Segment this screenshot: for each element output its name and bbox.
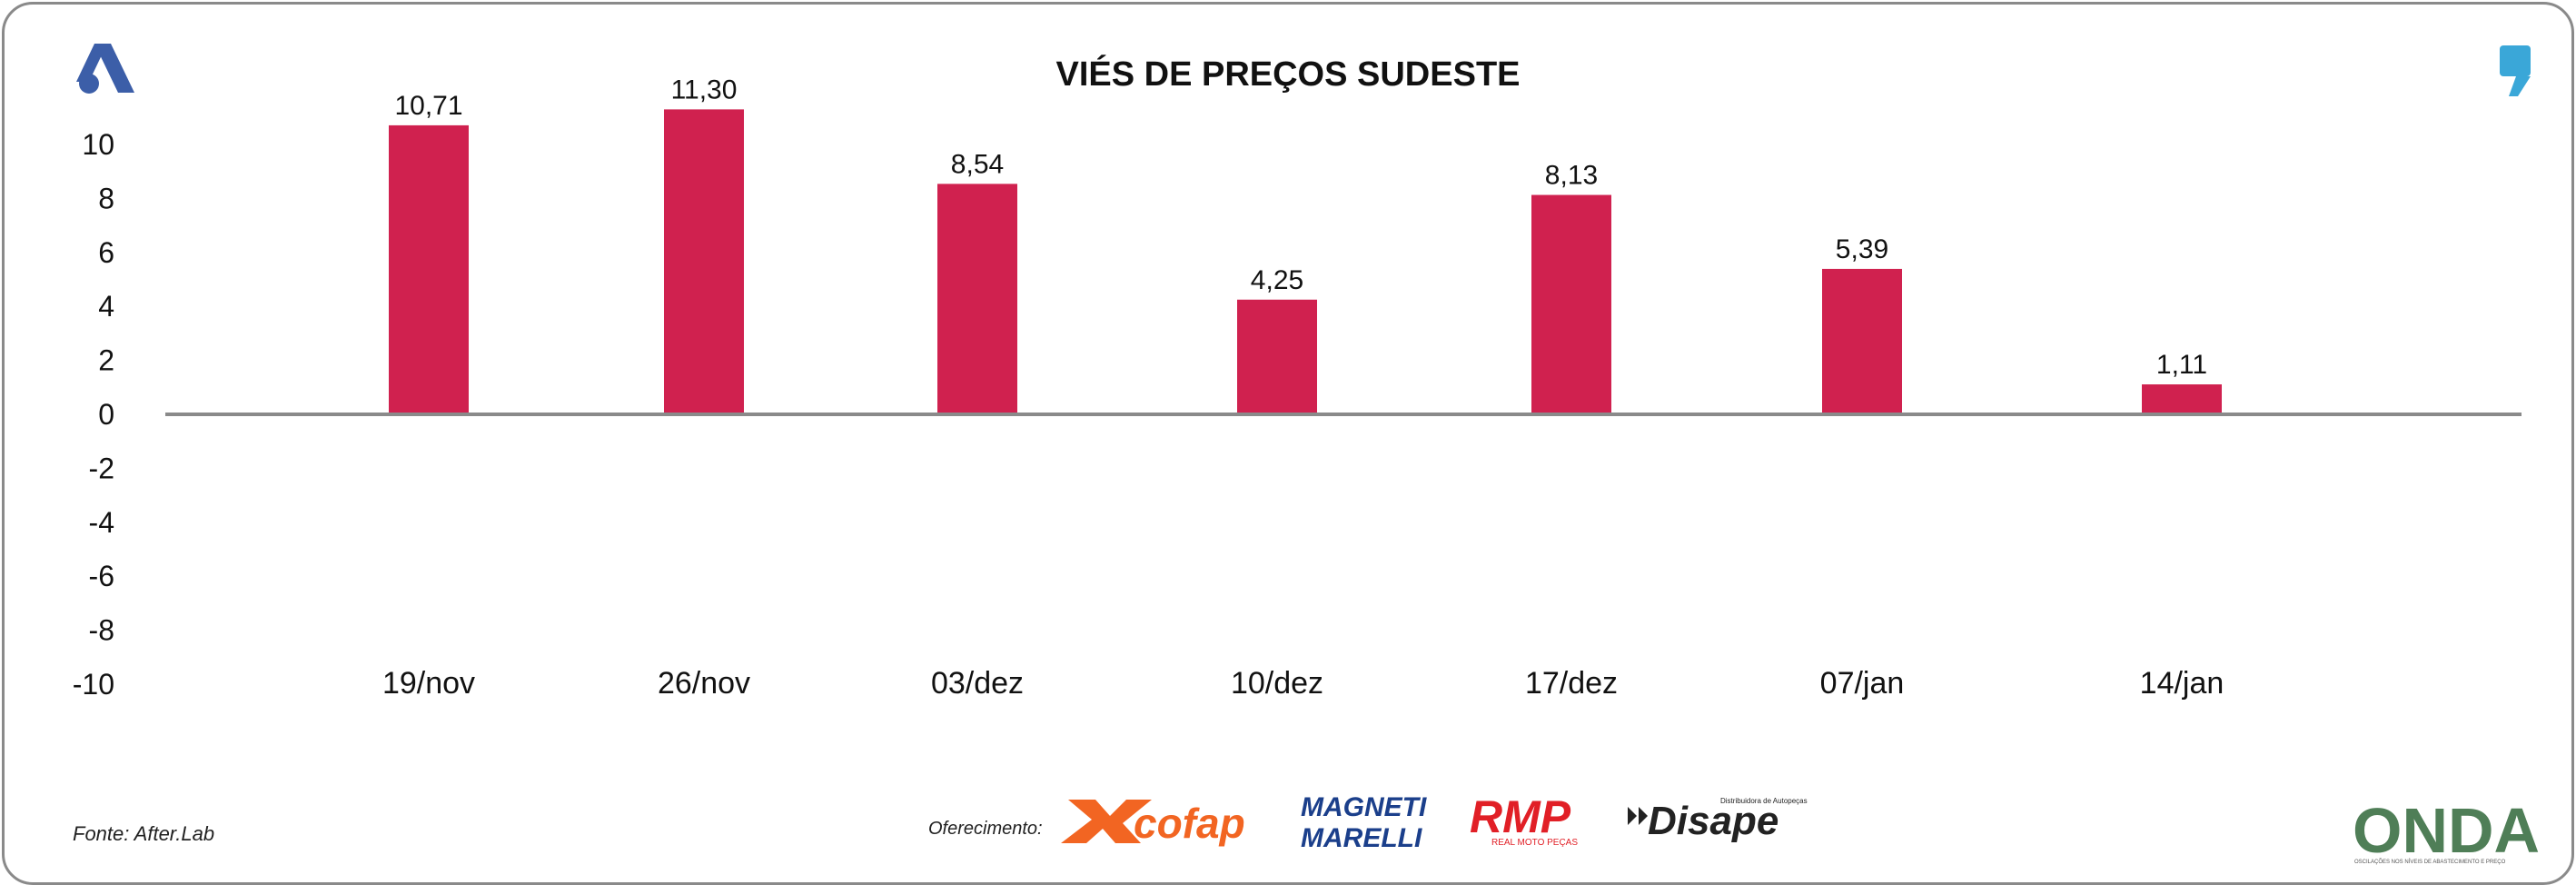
x-tick-label: 26/nov bbox=[658, 666, 750, 701]
chart-title: VIÉS DE PREÇOS SUDESTE bbox=[1055, 54, 1520, 94]
onda-subtext: OSCILAÇÕES NOS NÍVEIS DE ABASTECIMENTO E… bbox=[2354, 859, 2506, 865]
disape-wordmark: Disape bbox=[1648, 799, 1778, 843]
y-tick-label: -2 bbox=[89, 452, 114, 484]
data-label-14/jan: 1,11 bbox=[2156, 350, 2207, 380]
bar-14/jan bbox=[2142, 384, 2222, 414]
x-tick-label: 19/nov bbox=[382, 666, 475, 701]
y-tick-label: -4 bbox=[89, 506, 114, 539]
x-axis-ticks: 19/nov 26/nov 03/dez 10/dez 17/dez 07/jan 14/j… bbox=[382, 666, 2224, 701]
x-tick-label: 10/dez bbox=[1231, 666, 1323, 701]
y-axis-ticks: 10 8 6 4 2 0 -2 -4 -6 -8 -10 bbox=[73, 128, 114, 701]
bar-10/dez bbox=[1237, 299, 1317, 414]
magneti-marelli-logo: MAGNETI MARELLI bbox=[1301, 792, 1427, 853]
y-tick-label: 0 bbox=[98, 398, 114, 431]
cofap-x-icon bbox=[1061, 800, 1152, 843]
data-label-03/dez: 8,54 bbox=[951, 149, 1004, 179]
rmp-subtext: REAL MOTO PEÇAS bbox=[1491, 838, 1578, 848]
x-tick-label: 07/jan bbox=[1820, 666, 1905, 701]
y-tick-label: 6 bbox=[98, 236, 114, 269]
rmp-logo: RMP REAL MOTO PEÇAS bbox=[1470, 791, 1578, 848]
bar-19/nov bbox=[389, 124, 469, 414]
x-tick-label: 03/dez bbox=[931, 666, 1024, 701]
magneti-wordmark: MAGNETI bbox=[1301, 792, 1427, 822]
y-tick-label: -8 bbox=[89, 614, 114, 647]
bar-03/dez bbox=[937, 184, 1017, 414]
y-tick-label: -6 bbox=[89, 560, 114, 592]
x-tick-label: 14/jan bbox=[2140, 666, 2224, 701]
disape-subtext: Distribuidora de Autopeças bbox=[1720, 797, 1808, 805]
bars-group bbox=[389, 109, 2222, 414]
bar-07/jan bbox=[1822, 268, 1902, 414]
rmp-wordmark: RMP bbox=[1470, 791, 1571, 842]
data-label-17/dez: 8,13 bbox=[1545, 161, 1598, 191]
y-tick-label: 4 bbox=[98, 290, 114, 323]
y-tick-label: 10 bbox=[82, 128, 114, 161]
sponsor-label: Oferecimento: bbox=[928, 819, 1043, 839]
data-label-26/nov: 11,30 bbox=[671, 75, 738, 104]
cofap-logo: cofap bbox=[1061, 800, 1245, 847]
y-tick-label: 2 bbox=[98, 344, 114, 377]
bar-17/dez bbox=[1531, 194, 1611, 414]
onda-logo: ONDA OSCILAÇÕES NOS NÍVEIS DE ABASTECIME… bbox=[2353, 795, 2540, 866]
after-lab-logo-icon bbox=[76, 44, 134, 94]
data-label-19/nov: 10,71 bbox=[394, 91, 462, 121]
bar-26/nov bbox=[664, 109, 744, 414]
data-label-10/dez: 4,25 bbox=[1251, 265, 1303, 295]
data-label-07/jan: 5,39 bbox=[1836, 234, 1888, 264]
comma-logo-icon bbox=[2500, 45, 2531, 96]
disape-logo: Distribuidora de Autopeças Disape bbox=[1628, 797, 1808, 843]
disape-arrows-icon bbox=[1628, 807, 1648, 825]
marelli-wordmark: MARELLI bbox=[1301, 823, 1422, 853]
y-tick-label: 8 bbox=[98, 182, 114, 214]
y-tick-label: -10 bbox=[73, 668, 114, 701]
cofap-wordmark: cofap bbox=[1134, 800, 1245, 847]
onda-wordmark: ONDA bbox=[2353, 795, 2540, 866]
x-tick-label: 17/dez bbox=[1525, 666, 1618, 701]
data-labels-group: 10,71 11,30 8,54 4,25 8,13 5,39 1,11 bbox=[394, 75, 2207, 380]
source-text: Fonte: After.Lab bbox=[73, 822, 214, 845]
